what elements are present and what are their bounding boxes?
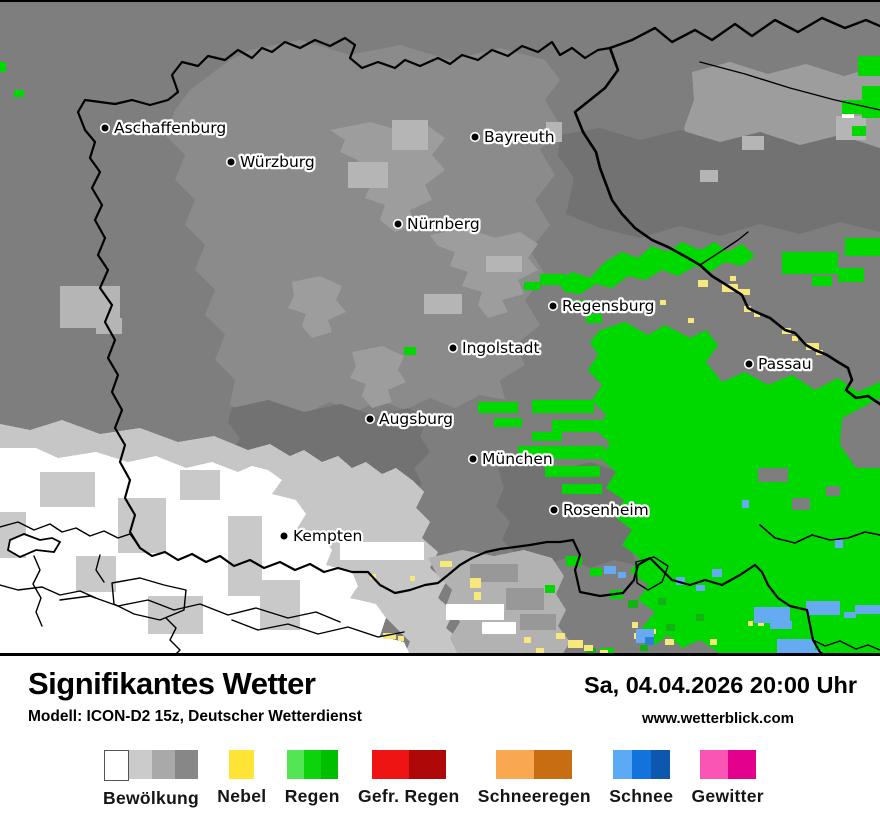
legend-swatch bbox=[727, 750, 756, 779]
legend-label: Nebel bbox=[217, 786, 267, 806]
city-marker-aschaffenburg: Aschaffenburg Aschaffenburg bbox=[99, 117, 228, 139]
rain-layer bbox=[0, 56, 880, 655]
legend-swatch bbox=[104, 750, 130, 781]
city-label-halo: Augsburg bbox=[379, 410, 453, 428]
legend-swatch bbox=[631, 750, 651, 779]
city-marker-nuernberg: Nürnberg Nürnberg bbox=[392, 213, 482, 235]
legend-swatch bbox=[152, 750, 176, 779]
legend-swatch bbox=[650, 750, 670, 779]
legend-label: Bewölkung bbox=[103, 788, 200, 808]
legend-swatch bbox=[229, 750, 255, 779]
city-label-halo: Kempten bbox=[293, 527, 362, 545]
city-label: Ingolstadt bbox=[462, 339, 540, 357]
valid-datetime: Sa, 04.04.2026 20:00 Uhr bbox=[583, 672, 857, 698]
city-label: Nürnberg bbox=[407, 215, 480, 233]
legend-item-regen: Regen bbox=[285, 750, 340, 807]
legend-swatch-row bbox=[229, 750, 255, 779]
legend-swatch-row bbox=[104, 750, 199, 781]
legend-swatch bbox=[129, 750, 153, 779]
legend-label: Gewitter bbox=[691, 786, 764, 806]
city-label-halo: Aschaffenburg bbox=[114, 119, 226, 137]
city-label: Regensburg bbox=[562, 297, 655, 315]
legend-item-schnee: Schnee bbox=[609, 750, 673, 807]
weather-map: Aschaffenburg Aschaffenburg Würzburg Wür… bbox=[0, 0, 880, 656]
page-title: Signifikantes Wetter bbox=[28, 666, 316, 701]
legend-swatch-row bbox=[699, 750, 756, 779]
legend-swatch bbox=[286, 750, 304, 779]
city-label-halo: Ingolstadt bbox=[462, 339, 540, 357]
legend-swatch bbox=[175, 750, 199, 779]
legend-item-nebel: Nebel bbox=[217, 750, 266, 807]
city-label: Kempten bbox=[293, 527, 362, 545]
legend-item-gewitter: Gewitter bbox=[692, 750, 764, 807]
border-lines bbox=[0, 0, 880, 656]
cloud-layer bbox=[0, 0, 880, 656]
city-marker-bayreuth: Bayreuth Bayreuth bbox=[469, 126, 557, 148]
legend-swatch bbox=[534, 750, 573, 779]
legend-swatch-row bbox=[496, 750, 573, 779]
model-info: Modell: ICON-D2 15z, Deutscher Wetterdie… bbox=[28, 708, 362, 725]
footer: Signifikantes Wetter Modell: ICON-D2 15z… bbox=[0, 656, 880, 830]
city-marker-ingolstadt: Ingolstadt Ingolstadt bbox=[447, 337, 542, 359]
legend-item-gefr-regen: Gefr. Regen bbox=[358, 750, 460, 807]
legend-swatch-row bbox=[286, 750, 338, 779]
legend-swatch bbox=[612, 750, 632, 779]
city-marker-muenchen: München München bbox=[467, 448, 555, 470]
city-markers: Aschaffenburg Aschaffenburg Würzburg Wür… bbox=[99, 117, 814, 547]
city-label: München bbox=[482, 450, 553, 468]
legend-label: Regen bbox=[284, 786, 340, 806]
snow-layer bbox=[604, 500, 880, 656]
city-marker-rosenheim: Rosenheim Rosenheim bbox=[548, 499, 651, 521]
city-label-halo: Würzburg bbox=[240, 153, 315, 171]
legend-label: Schnee bbox=[609, 786, 674, 806]
city-label: Rosenheim bbox=[563, 501, 649, 519]
legend-swatch bbox=[408, 750, 446, 779]
legend: Bewölkung Nebel Regen Gefr. Regen Schnee… bbox=[103, 750, 764, 809]
legend-label: Schneeregen bbox=[477, 786, 591, 806]
legend-swatch bbox=[320, 750, 338, 779]
city-label-halo: Nürnberg bbox=[407, 215, 480, 233]
city-marker-regensburg: Regensburg Regensburg bbox=[547, 295, 657, 317]
city-marker-wuerzburg: Würzburg Würzburg bbox=[225, 151, 317, 173]
city-label: Passau bbox=[758, 355, 812, 373]
legend-swatch bbox=[699, 750, 728, 779]
legend-swatch-row bbox=[371, 750, 446, 779]
legend-item-schneeregen: Schneeregen bbox=[478, 750, 591, 807]
city-label-halo: Regensburg bbox=[562, 297, 655, 315]
city-label-halo: Rosenheim bbox=[563, 501, 649, 519]
city-marker-augsburg: Augsburg Augsburg bbox=[364, 408, 455, 430]
city-label-halo: Passau bbox=[758, 355, 812, 373]
legend-swatch bbox=[303, 750, 321, 779]
legend-swatch-row bbox=[612, 750, 670, 779]
legend-swatch bbox=[496, 750, 535, 779]
city-label: Würzburg bbox=[240, 153, 315, 171]
legend-swatch bbox=[371, 750, 409, 779]
legend-item-bewoelkung: Bewölkung bbox=[103, 750, 199, 809]
legend-label: Gefr. Regen bbox=[357, 786, 460, 806]
city-label: Augsburg bbox=[379, 410, 453, 428]
city-label: Aschaffenburg bbox=[114, 119, 226, 137]
city-marker-passau: Passau Passau bbox=[743, 353, 814, 375]
city-label-halo: München bbox=[482, 450, 553, 468]
city-marker-kempten: Kempten Kempten bbox=[278, 525, 365, 547]
city-label-halo: Bayreuth bbox=[484, 128, 555, 146]
website-url: www.wetterblick.com bbox=[642, 710, 794, 727]
city-label: Bayreuth bbox=[484, 128, 555, 146]
